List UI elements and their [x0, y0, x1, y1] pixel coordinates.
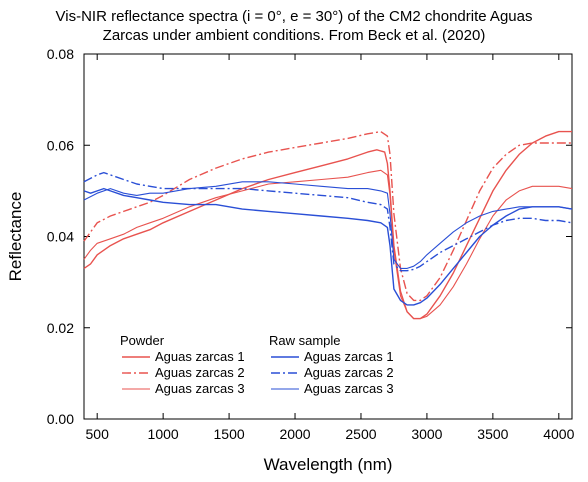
series-line-raw-1 — [83, 187, 573, 306]
legend-group-title: Powder — [120, 333, 165, 348]
y-tick-label: 0.06 — [47, 137, 74, 153]
chart-title-line-1: Vis-NIR reflectance spectra (i = 0°, e =… — [55, 8, 533, 25]
legend-entry-label: Aguas zarcas 2 — [155, 365, 245, 380]
legend-group-title: Raw sample — [269, 333, 341, 348]
series-line-powder-2 — [83, 130, 572, 302]
y-tick-label: 0.04 — [47, 229, 74, 245]
y-tick-label: 0.00 — [47, 411, 74, 427]
legend-entry-label: Aguas zarcas 3 — [304, 381, 394, 396]
x-tick-label: 1000 — [148, 426, 179, 442]
legend-entry-label: Aguas zarcas 1 — [304, 349, 394, 364]
x-tick-label: 4000 — [543, 426, 574, 442]
legend-entry-label: Aguas zarcas 1 — [155, 349, 245, 364]
x-tick-label: 1500 — [214, 426, 245, 442]
series-line-powder-1 — [83, 130, 572, 320]
chart-title-line-2: Zarcas under ambient conditions. From Be… — [102, 27, 486, 44]
x-axis-label: Wavelength (nm) — [264, 455, 393, 474]
y-tick-label: 0.08 — [47, 46, 74, 62]
legend-entry-label: Aguas zarcas 2 — [304, 365, 394, 380]
x-tick-label: 2000 — [279, 426, 310, 442]
series-layer — [83, 130, 573, 320]
y-axis-label: Reflectance — [6, 192, 25, 282]
x-tick-label: 500 — [86, 426, 110, 442]
y-tick-label: 0.02 — [47, 320, 74, 336]
series-line-raw-3 — [83, 181, 573, 269]
legend-entry-label: Aguas zarcas 3 — [155, 381, 245, 396]
x-tick-label: 2500 — [345, 426, 376, 442]
x-tick-label: 3000 — [411, 426, 442, 442]
axis-ticks: 500 1000 1500 2000 2500 3000 3500 4000 0.00 0.02 0… — [47, 46, 575, 442]
series-line-raw-2 — [83, 171, 573, 272]
x-tick-label: 3500 — [477, 426, 508, 442]
series-line-powder-3 — [83, 169, 573, 320]
